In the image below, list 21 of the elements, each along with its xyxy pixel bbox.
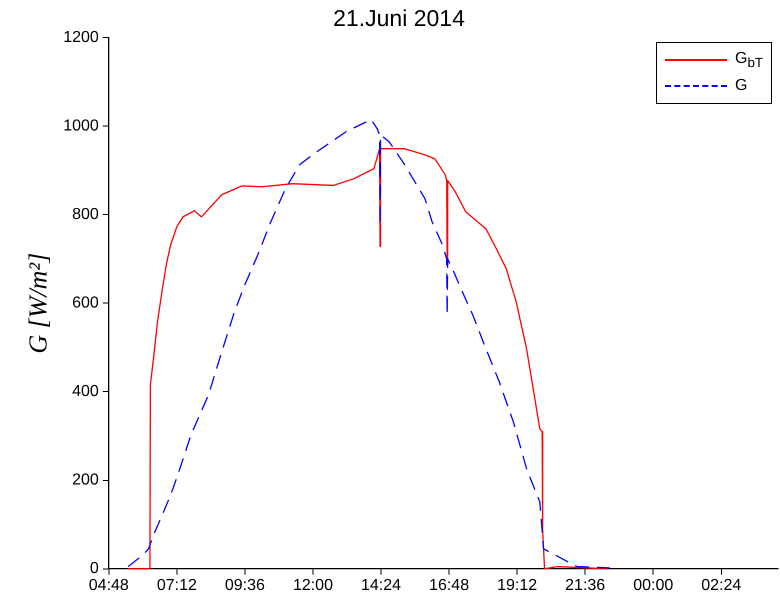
- x-tick-label: 16:48: [429, 576, 470, 594]
- y-tick-label: 0: [90, 560, 99, 578]
- y-axis-title: G [W/m²]: [23, 252, 52, 354]
- x-tick-label: 04:48: [88, 576, 129, 594]
- x-tick-label: 19:12: [497, 576, 538, 594]
- y-tick-label: 200: [72, 472, 99, 489]
- chart-title: 21.Juni 2014: [333, 5, 466, 32]
- x-tick-label: 21:36: [565, 576, 606, 594]
- x-tick-label: 14:24: [360, 576, 402, 594]
- x-tick-label: 12:00: [292, 576, 334, 594]
- y-tick-label: 600: [72, 294, 99, 312]
- x-tick-label: 09:36: [224, 576, 266, 594]
- x-tick-label: 00:00: [633, 576, 674, 594]
- legend-label: G$_{bT}$: [734, 50, 763, 70]
- y-tick-label: 800: [72, 206, 99, 224]
- legend-label: G: [734, 77, 748, 95]
- x-tick-label: 07:12: [156, 576, 197, 594]
- y-tick-label: 400: [72, 383, 99, 400]
- x-tick-label: 02:24: [701, 576, 742, 594]
- y-tick-label: 1200: [63, 29, 99, 46]
- y-tick-label: 1000: [63, 118, 99, 135]
